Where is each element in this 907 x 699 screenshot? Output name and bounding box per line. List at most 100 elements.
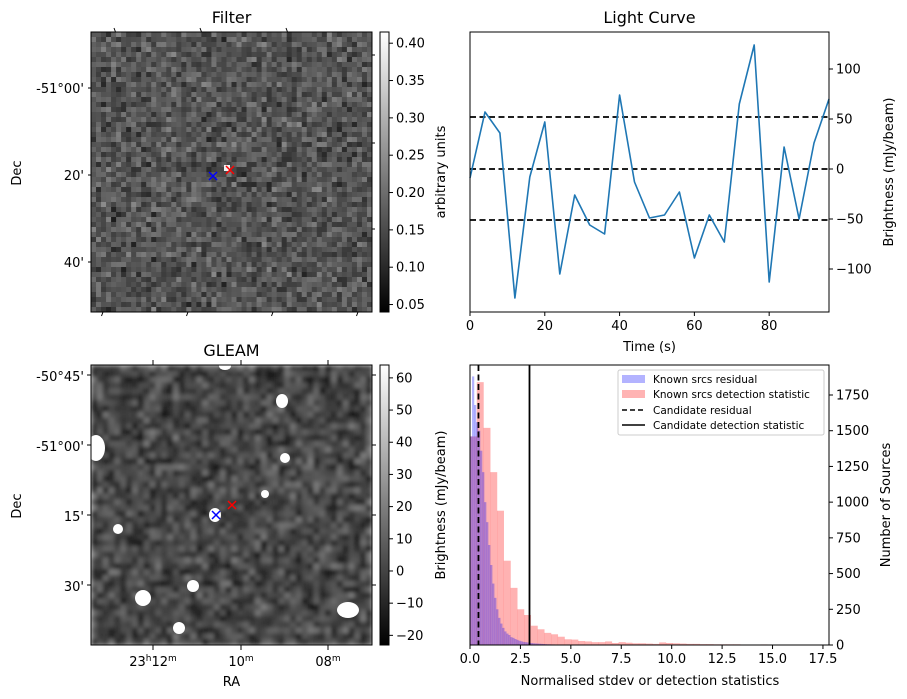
- filter-pixel: [156, 232, 162, 238]
- filter-pixel: [236, 112, 243, 118]
- filter-pixel: [331, 242, 338, 248]
- gleam-pixel: [237, 417, 244, 424]
- filter-pixel: [296, 62, 303, 68]
- gleam-pixel: [278, 429, 285, 436]
- filter-pixel: [91, 142, 97, 148]
- gleam-pixel: [266, 575, 274, 582]
- filter-pixel: [346, 187, 353, 193]
- filter-pixel: [136, 32, 142, 38]
- gleam-pixel: [178, 551, 186, 559]
- gleam-pixel: [91, 394, 98, 401]
- gleam-pixel: [131, 516, 139, 524]
- filter-pixel: [286, 277, 293, 283]
- filter-pixel: [331, 232, 338, 238]
- filter-pixel: [346, 252, 353, 258]
- gleam-pixel: [149, 405, 156, 413]
- gleam-pixel: [184, 475, 192, 483]
- gleam-pixel: [126, 557, 133, 564]
- gleam-pixel: [295, 411, 303, 419]
- gleam-pixel: [190, 522, 197, 529]
- gleam-pixel: [196, 493, 203, 500]
- filter-pixel: [171, 112, 177, 118]
- filter-pixel: [336, 287, 343, 293]
- filter-pixel: [336, 162, 343, 168]
- gleam-pixel: [219, 446, 227, 454]
- filter-pixel: [306, 127, 313, 133]
- filter-pixel: [251, 112, 258, 118]
- gleam-pixel: [237, 499, 244, 506]
- filter-pixel: [126, 287, 132, 293]
- gleam-pixel: [202, 633, 209, 640]
- filter-colorbar-tick-label: 0.35: [396, 74, 425, 89]
- gleam-pixel: [108, 510, 116, 518]
- filter-pixel: [131, 72, 137, 78]
- gleam-pixel: [155, 569, 162, 576]
- filter-pixel: [181, 202, 187, 208]
- gleam-pixel: [172, 365, 180, 372]
- gleam-pixel: [284, 621, 291, 629]
- gleam-pixel: [249, 405, 256, 413]
- filter-pixel: [211, 217, 218, 223]
- gleam-pixel: [155, 499, 162, 506]
- filter-pixel: [296, 142, 303, 148]
- gleam-pixel: [208, 592, 215, 599]
- filter-pixel: [221, 52, 228, 58]
- filter-pixel: [146, 152, 152, 158]
- filter-pixel: [316, 277, 323, 283]
- gleam-pixel: [272, 534, 279, 541]
- gleam-pixel: [290, 475, 297, 483]
- filter-pixel: [251, 97, 258, 103]
- filter-pixel: [321, 102, 328, 108]
- filter-pixel: [296, 227, 303, 233]
- filter-pixel: [356, 282, 363, 288]
- filter-pixel: [266, 77, 273, 83]
- filter-pixel: [146, 212, 152, 218]
- gleam-pixel: [126, 475, 133, 483]
- filter-pixel: [166, 277, 172, 283]
- gleam-pixel: [143, 499, 151, 506]
- filter-pixel: [331, 97, 338, 103]
- filter-pixel: [226, 207, 233, 213]
- filter-pixel: [231, 237, 238, 243]
- filter-pixel: [191, 212, 197, 218]
- filter-pixel: [181, 247, 187, 253]
- filter-pixel: [206, 212, 213, 218]
- filter-pixel: [156, 32, 162, 38]
- filter-pixel: [121, 237, 127, 243]
- filter-pixel: [231, 167, 238, 173]
- filter-pixel: [351, 232, 358, 238]
- filter-pixel: [356, 162, 363, 168]
- filter-pixel: [316, 222, 323, 228]
- gleam-pixel: [249, 551, 256, 559]
- gleam-pixel: [91, 493, 98, 500]
- filter-pixel: [286, 47, 293, 53]
- filter-pixel: [361, 122, 368, 128]
- gleam-pixel: [208, 464, 215, 471]
- gleam-pixel: [196, 499, 203, 506]
- filter-pixel: [126, 272, 132, 278]
- filter-pixel: [116, 52, 122, 58]
- filter-pixel: [186, 217, 192, 223]
- gleam-pixel: [301, 545, 309, 553]
- filter-pixel: [276, 272, 283, 278]
- gleam-pixel: [172, 446, 180, 454]
- light-curve-ytick-label: −100: [836, 263, 872, 278]
- filter-pixel: [236, 247, 243, 253]
- gleam-pixel: [278, 516, 285, 524]
- filter-pixel: [136, 52, 142, 58]
- gleam-pixel: [254, 586, 262, 594]
- filter-pixel: [116, 192, 122, 198]
- filter-pixel: [161, 267, 167, 273]
- gleam-pixel: [149, 423, 156, 430]
- filter-pixel: [226, 112, 233, 118]
- filter-pixel: [106, 107, 112, 113]
- filter-pixel: [301, 92, 308, 98]
- filter-pixel: [366, 307, 372, 312]
- filter-pixel: [361, 252, 368, 258]
- filter-pixel: [106, 222, 112, 228]
- filter-pixel: [336, 222, 343, 228]
- filter-pixel: [161, 212, 167, 218]
- filter-pixel: [106, 132, 112, 138]
- filter-pixel: [191, 32, 197, 38]
- filter-pixel: [231, 162, 238, 168]
